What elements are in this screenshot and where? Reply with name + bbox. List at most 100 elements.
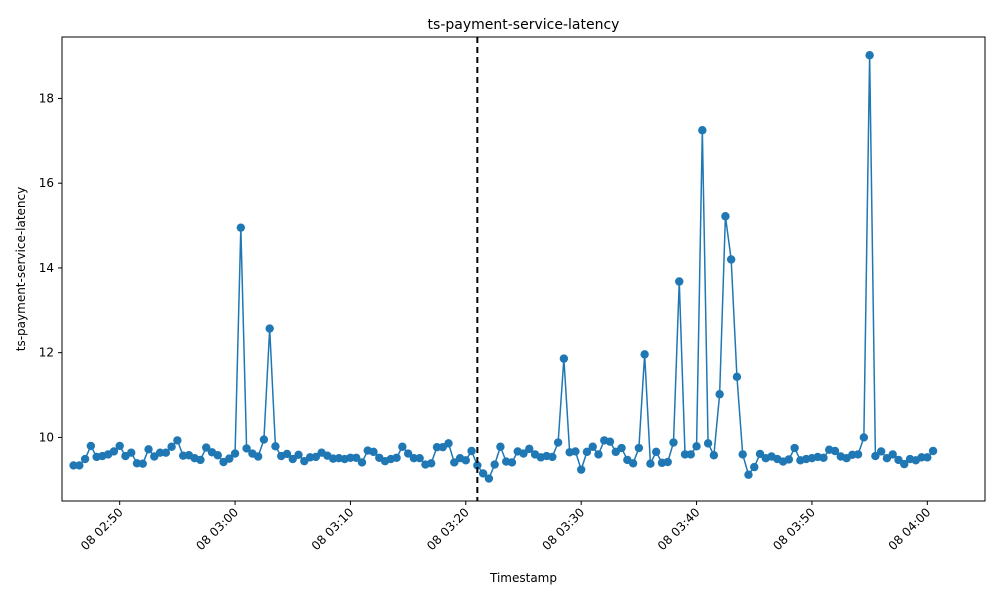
data-point (819, 453, 828, 462)
data-point (865, 51, 874, 60)
x-axis-label: Timestamp (489, 571, 557, 585)
data-point (675, 277, 684, 286)
data-point (744, 470, 753, 479)
data-point (755, 449, 765, 459)
data-point (265, 324, 274, 333)
plot-area (62, 37, 985, 501)
data-point (628, 459, 638, 468)
data-point (732, 372, 742, 382)
data-point (294, 450, 303, 460)
y-axis: 10 12 14 16 18 (39, 91, 62, 444)
data-point (346, 453, 355, 462)
data-point (553, 438, 563, 447)
data-point (698, 126, 707, 135)
data-point (450, 458, 459, 467)
data-point (80, 454, 90, 464)
data-point (496, 442, 505, 451)
data-point (525, 444, 534, 454)
data-point (617, 443, 626, 453)
data-point (588, 442, 597, 451)
data-point (784, 455, 794, 464)
data-point (680, 450, 690, 459)
data-point (259, 435, 269, 444)
data-point (576, 465, 586, 474)
data-point (703, 439, 713, 448)
data-point (692, 442, 701, 451)
data-point (646, 459, 655, 468)
data-point (127, 448, 136, 457)
data-point (721, 212, 730, 221)
data-point (444, 439, 453, 448)
data-point (853, 450, 863, 459)
data-point (876, 447, 886, 456)
y-axis-label: ts-payment-service-latency (14, 187, 28, 351)
x-tick-label: 08 03:30 (539, 505, 587, 553)
data-point (900, 459, 909, 469)
data-point (548, 452, 557, 462)
data-point (923, 453, 932, 462)
data-point (559, 354, 569, 363)
data-point (859, 433, 869, 442)
data-point (161, 448, 171, 457)
data-point (75, 461, 84, 470)
data-point (109, 447, 119, 456)
data-point (830, 446, 840, 456)
data-point (225, 454, 234, 463)
data-point (230, 449, 240, 458)
data-point (726, 255, 736, 264)
data-point (155, 448, 165, 457)
data-point (582, 447, 592, 457)
y-tick-label: 18 (39, 91, 54, 105)
y-tick-label: 14 (39, 261, 54, 275)
data-point (715, 390, 724, 399)
x-tick-label: 08 03:20 (424, 505, 472, 553)
data-point (917, 453, 926, 462)
data-point (196, 455, 205, 465)
data-point (651, 447, 661, 457)
data-point (409, 454, 419, 463)
data-point (236, 223, 246, 232)
data-point (432, 442, 442, 452)
data-point (357, 458, 367, 467)
data-point (173, 436, 182, 445)
data-point (663, 457, 672, 467)
x-tick-label: 08 03:00 (193, 505, 241, 553)
plot-frame (61, 36, 986, 502)
data-point (738, 450, 747, 459)
y-tick-label: 16 (39, 176, 54, 190)
data-point (242, 444, 251, 453)
data-point (392, 453, 401, 462)
data-point (311, 452, 321, 462)
data-point (928, 446, 938, 456)
data-point (467, 446, 476, 456)
x-axis: 08 02:50 08 03:00 08 03:10 08 03:20 08 03:30… (78, 501, 933, 553)
data-point (490, 460, 499, 469)
data-point (427, 459, 436, 468)
data-point (282, 449, 292, 459)
data-point (594, 450, 603, 459)
data-point (398, 442, 407, 451)
data-point (369, 447, 378, 457)
data-point (709, 451, 719, 460)
data-point (894, 455, 903, 465)
data-point (484, 474, 494, 483)
x-tick-label: 08 03:10 (309, 505, 357, 553)
x-tick-label: 08 04:00 (886, 505, 934, 553)
data-point (634, 443, 644, 453)
data-point (605, 437, 615, 446)
data-point (871, 451, 880, 461)
data-point (571, 447, 580, 456)
data-point (750, 462, 759, 472)
data-point (478, 469, 488, 478)
data-point (686, 450, 695, 459)
y-tick-label: 10 (39, 430, 54, 444)
data-point (669, 438, 678, 447)
data-point (288, 454, 297, 464)
data-point (473, 461, 482, 470)
data-point (888, 450, 897, 459)
chart-title: ts-payment-service-latency (428, 17, 620, 33)
data-point (213, 451, 222, 460)
data-point (640, 350, 649, 359)
y-tick-label: 12 (39, 346, 54, 360)
